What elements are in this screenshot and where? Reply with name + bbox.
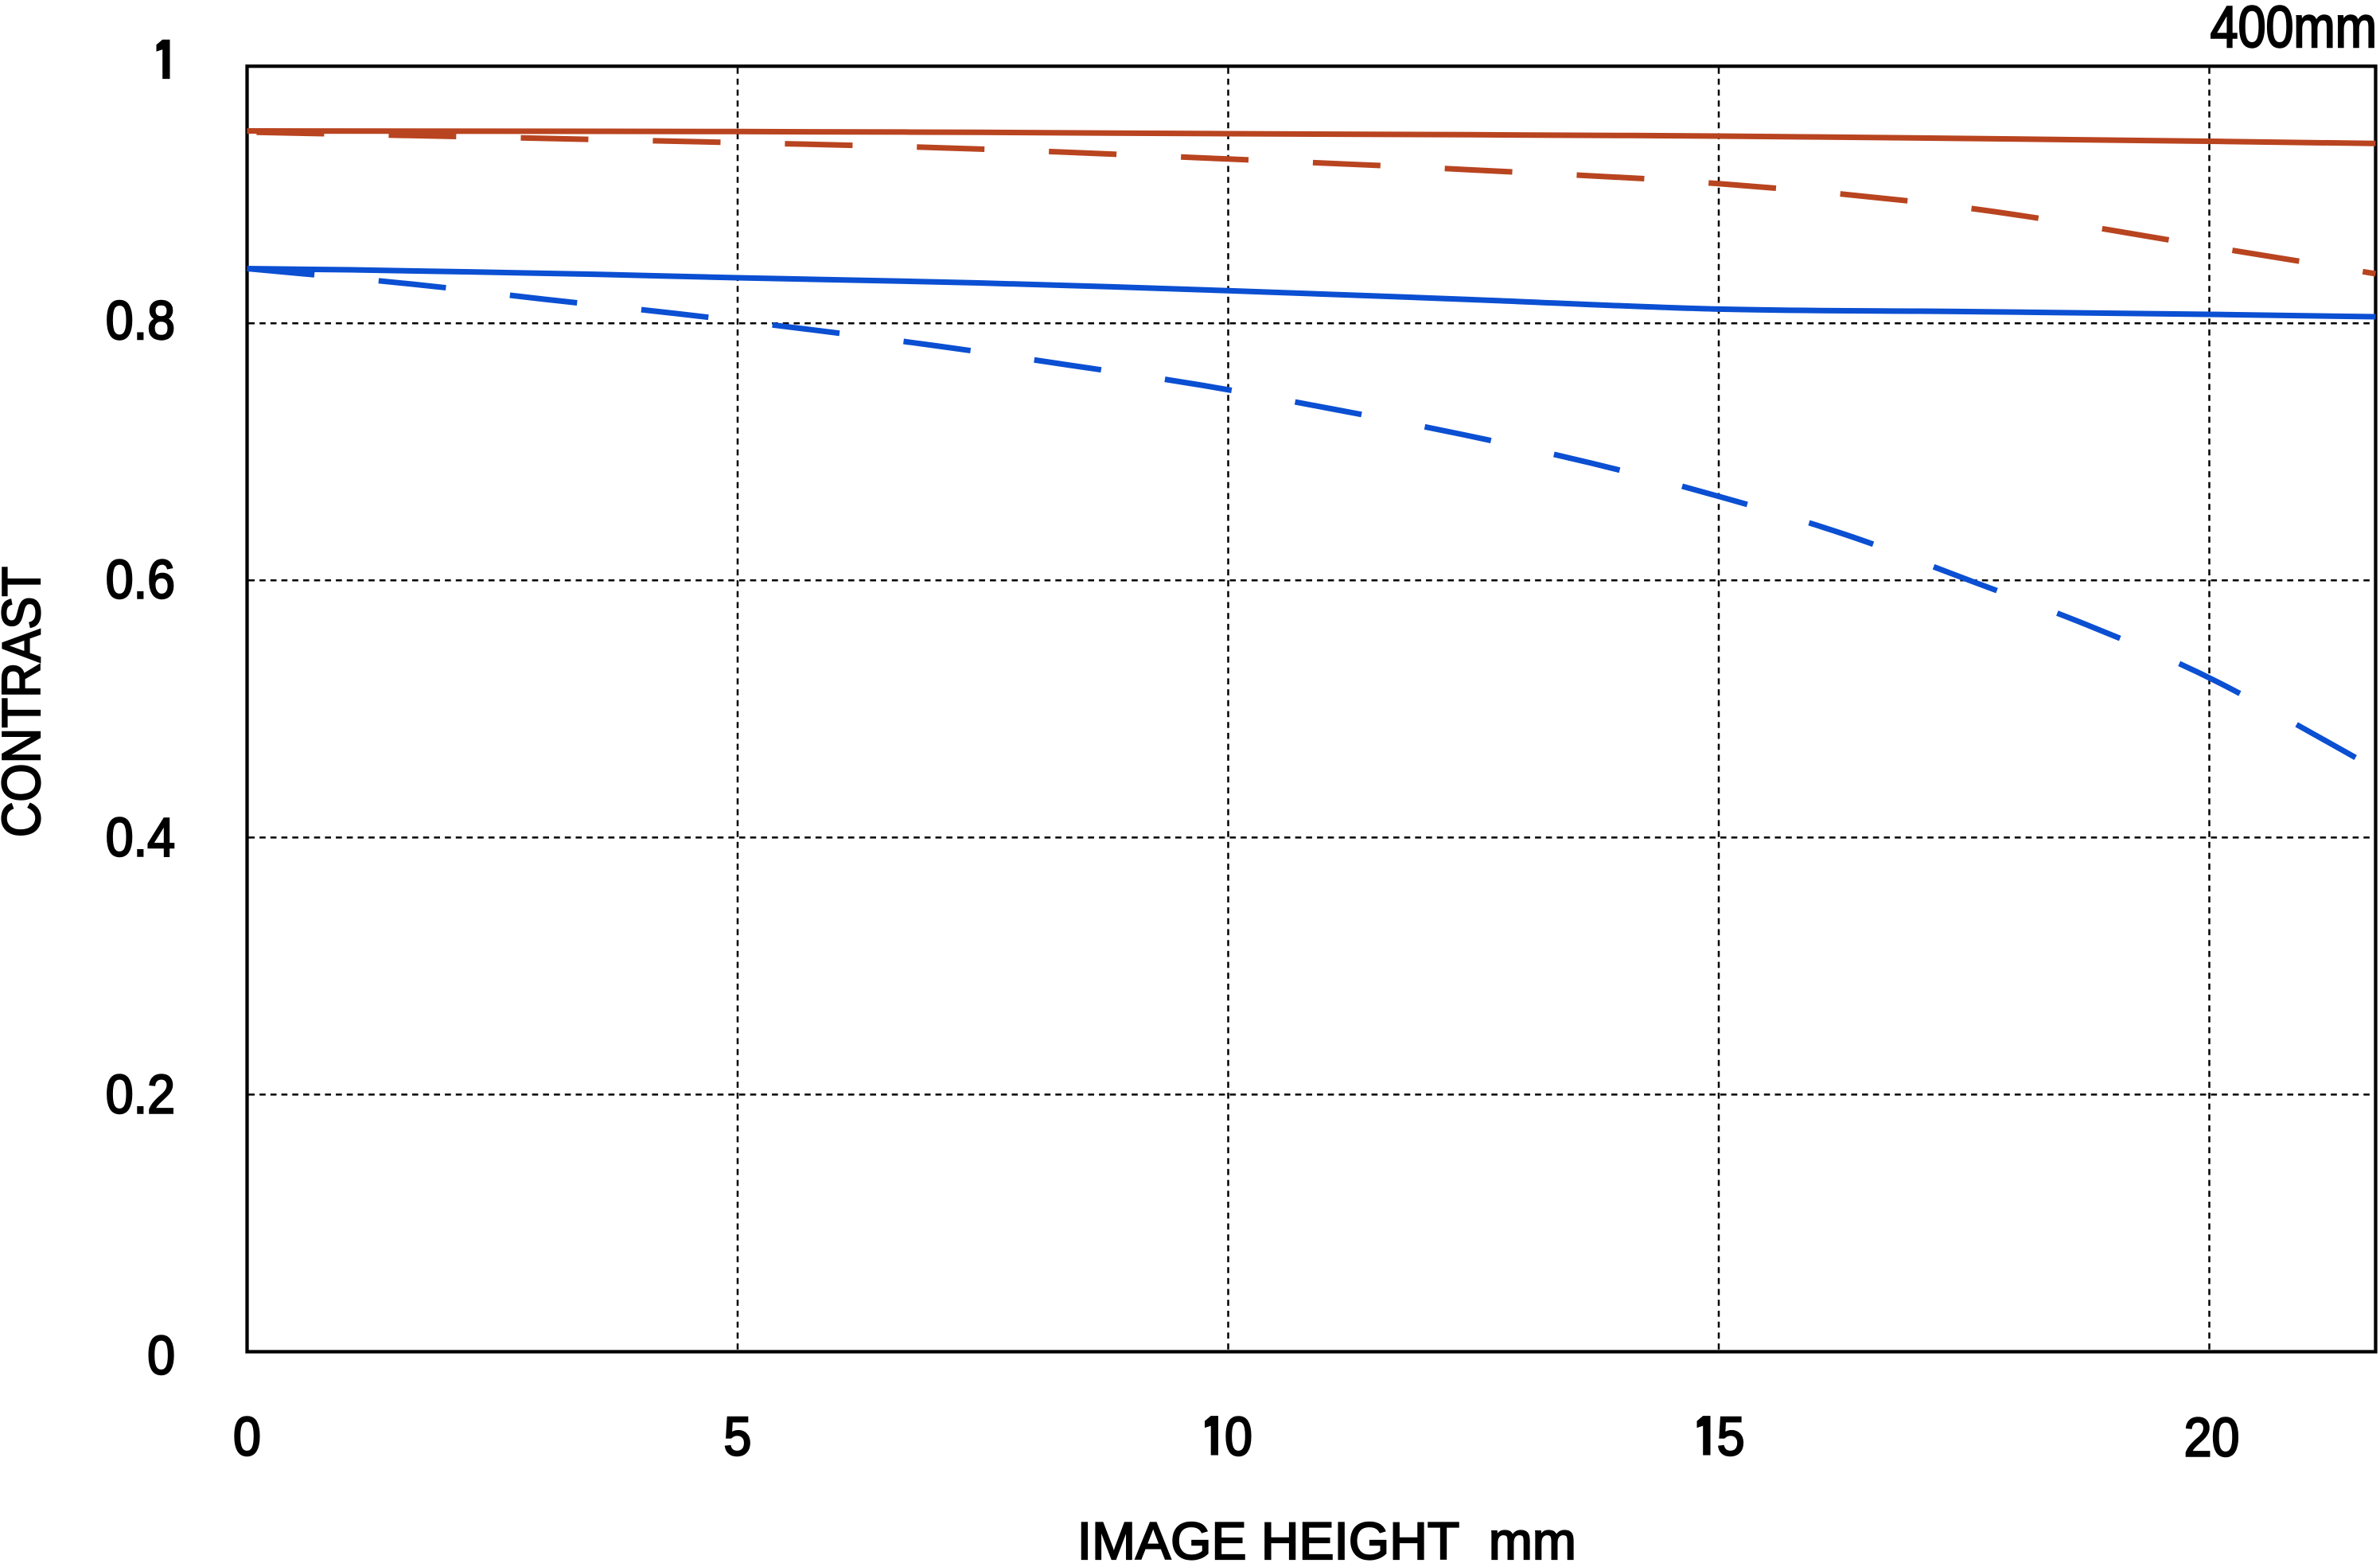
svg-text:0: 0 [233,1405,261,1467]
svg-text:0.8: 0.8 [106,289,175,350]
svg-text:0.2: 0.2 [106,1063,175,1125]
svg-text:0.6: 0.6 [106,548,175,610]
svg-text:5: 5 [724,1405,752,1467]
svg-text:5: 5 [1717,1405,1745,1467]
svg-text:IMAGE HEIGHT mm: IMAGE HEIGHT mm [1077,1511,1576,1563]
svg-text:0: 0 [1225,1405,1252,1467]
svg-text:0.4: 0.4 [106,806,175,867]
svg-text:20: 20 [2184,1406,2240,1468]
svg-text:0: 0 [147,1324,175,1386]
svg-text:400mm: 400mm [2211,0,2377,60]
svg-text:CONTRAST: CONTRAST [0,567,52,837]
